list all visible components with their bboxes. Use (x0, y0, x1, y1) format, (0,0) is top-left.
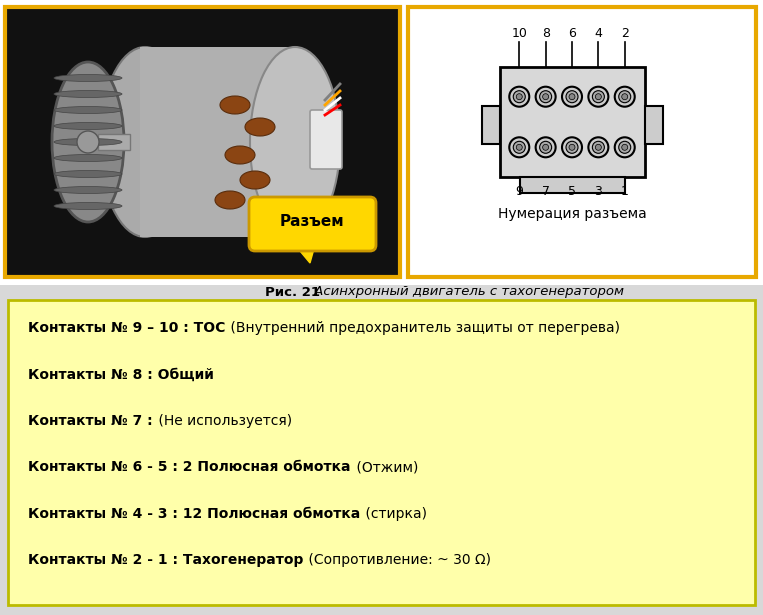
Circle shape (588, 137, 608, 157)
Circle shape (622, 145, 628, 150)
Text: Контакты № 6 - 5 : 2 Полюсная обмотка: Контакты № 6 - 5 : 2 Полюсная обмотка (28, 461, 350, 475)
Text: Асинхронный двигатель с тахогенератором: Асинхронный двигатель с тахогенератором (310, 285, 624, 298)
Text: 6: 6 (568, 27, 576, 40)
Circle shape (536, 137, 555, 157)
Text: (стирка): (стирка) (361, 507, 427, 521)
Ellipse shape (54, 106, 122, 114)
Ellipse shape (54, 74, 122, 82)
Ellipse shape (245, 118, 275, 136)
Ellipse shape (220, 96, 250, 114)
Circle shape (509, 87, 530, 106)
Ellipse shape (52, 62, 124, 222)
Text: 3: 3 (594, 185, 602, 198)
Ellipse shape (54, 138, 122, 146)
Ellipse shape (54, 154, 122, 162)
FancyBboxPatch shape (249, 197, 376, 251)
Text: (Отжим): (Отжим) (352, 461, 418, 475)
Text: 9: 9 (515, 185, 523, 198)
Circle shape (513, 90, 525, 103)
Bar (8, 300, 755, 605)
Circle shape (562, 87, 582, 106)
Ellipse shape (54, 186, 122, 194)
Ellipse shape (240, 171, 270, 189)
Text: 8: 8 (542, 27, 549, 40)
Ellipse shape (54, 202, 122, 210)
Text: Контакты № 2 - 1 : Тахогенератор: Контакты № 2 - 1 : Тахогенератор (28, 554, 304, 568)
Circle shape (619, 141, 631, 153)
Ellipse shape (250, 47, 340, 237)
Circle shape (569, 93, 575, 100)
Circle shape (592, 90, 604, 103)
Text: 2: 2 (621, 27, 629, 40)
Text: Нумерация разъема: Нумерация разъема (497, 207, 646, 221)
Circle shape (588, 87, 608, 106)
Text: Контакты № 7 :: Контакты № 7 : (28, 414, 153, 428)
Ellipse shape (215, 191, 245, 209)
Text: Контакты № 9 – 10 : ТОС: Контакты № 9 – 10 : ТОС (28, 321, 225, 335)
Text: 1: 1 (621, 185, 629, 198)
Circle shape (619, 90, 631, 103)
Text: 7: 7 (542, 185, 549, 198)
Text: Разъем: Разъем (280, 215, 344, 229)
Bar (645, 106, 662, 144)
Circle shape (542, 145, 549, 150)
Circle shape (562, 137, 582, 157)
Text: (Сопротивление: ~ 30 Ω): (Сопротивление: ~ 30 Ω) (304, 554, 491, 568)
Text: Рис. 21: Рис. 21 (265, 285, 320, 298)
Circle shape (517, 93, 522, 100)
Circle shape (615, 87, 635, 106)
Polygon shape (295, 245, 315, 263)
Ellipse shape (54, 90, 122, 98)
Circle shape (536, 87, 555, 106)
Circle shape (615, 137, 635, 157)
Circle shape (539, 141, 552, 153)
Bar (5, 7, 400, 277)
Circle shape (595, 93, 601, 100)
Text: 5: 5 (568, 185, 576, 198)
Ellipse shape (54, 170, 122, 178)
Bar (98, 134, 130, 150)
Bar (481, 106, 500, 144)
Bar (500, 67, 645, 177)
Circle shape (542, 93, 549, 100)
Ellipse shape (54, 122, 122, 130)
Polygon shape (140, 47, 295, 237)
Circle shape (592, 141, 604, 153)
Text: 4: 4 (594, 27, 602, 40)
Circle shape (509, 137, 530, 157)
Text: (Не используется): (Не используется) (153, 414, 291, 428)
Ellipse shape (77, 131, 99, 153)
Circle shape (566, 90, 578, 103)
Circle shape (566, 141, 578, 153)
Ellipse shape (100, 47, 190, 237)
Text: 10: 10 (511, 27, 527, 40)
Bar (0, 0, 763, 285)
Text: Контакты № 8 : Общий: Контакты № 8 : Общий (28, 368, 214, 381)
Circle shape (517, 145, 522, 150)
Text: Контакты № 4 - 3 : 12 Полюсная обмотка: Контакты № 4 - 3 : 12 Полюсная обмотка (28, 507, 360, 521)
Circle shape (622, 93, 628, 100)
Bar (520, 177, 624, 193)
Circle shape (539, 90, 552, 103)
Bar (408, 7, 756, 277)
FancyBboxPatch shape (310, 110, 342, 169)
Circle shape (569, 145, 575, 150)
Circle shape (595, 145, 601, 150)
Circle shape (513, 141, 525, 153)
Text: (Внутренний предохранитель защиты от перегрева): (Внутренний предохранитель защиты от пер… (227, 321, 620, 335)
Ellipse shape (225, 146, 255, 164)
